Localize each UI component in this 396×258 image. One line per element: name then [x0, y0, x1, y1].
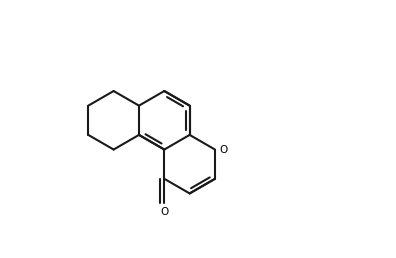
Text: O: O — [220, 144, 228, 155]
Text: O: O — [160, 207, 168, 217]
